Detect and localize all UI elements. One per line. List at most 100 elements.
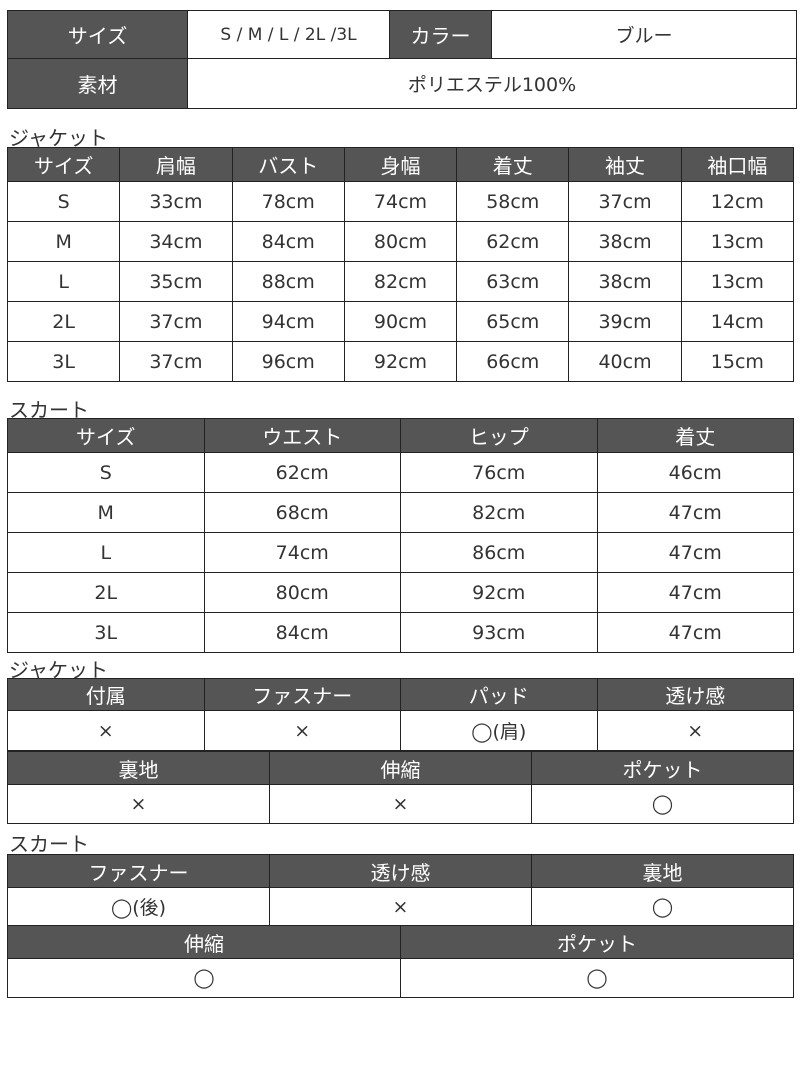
- table-cell: 80cm: [203, 572, 401, 613]
- table-cell: 14cm: [680, 301, 795, 342]
- skirt-features-table-1: ファスナー 透け感 裏地 ◯(後) × ◯: [7, 854, 794, 926]
- table-cell: 93cm: [400, 612, 598, 653]
- skirt-features-table-2: 伸縮 ポケット ◯ ◯: [7, 925, 794, 998]
- table-cell: ◯: [7, 958, 401, 998]
- table-row: S 62cm 76cm 46cm: [7, 452, 794, 493]
- table-cell: 46cm: [596, 452, 794, 493]
- column-header: ファスナー: [203, 678, 401, 711]
- table-cell: 78cm: [231, 181, 345, 222]
- header-row: ファスナー 透け感 裏地: [7, 854, 794, 888]
- table-row: × × ◯: [7, 784, 794, 824]
- table-cell: 74cm: [343, 181, 458, 222]
- table-cell: 62cm: [203, 452, 401, 493]
- table-cell: 3L: [6, 341, 121, 382]
- column-header: 裏地: [7, 751, 270, 785]
- size-label: サイズ: [7, 10, 188, 59]
- jacket-features-table-2: 裏地 伸縮 ポケット × × ◯: [7, 751, 794, 824]
- table-cell: L: [6, 261, 121, 302]
- table-cell: ×: [596, 710, 794, 751]
- column-header: 身幅: [343, 147, 458, 182]
- table-row: M 68cm 82cm 47cm: [7, 492, 794, 533]
- table-cell: 74cm: [203, 532, 401, 573]
- table-cell: ×: [7, 710, 205, 751]
- table-cell: M: [7, 492, 205, 533]
- table-cell: ×: [203, 710, 401, 751]
- table-cell: S: [7, 452, 205, 493]
- size-value: S / M / L / 2L /3L: [187, 10, 390, 59]
- header-row: サイズ 肩幅 バスト 身幅 着丈 袖丈 袖口幅: [6, 147, 795, 182]
- table-cell: ◯: [400, 958, 794, 998]
- table-row: L 74cm 86cm 47cm: [7, 532, 794, 573]
- table-cell: 33cm: [119, 181, 233, 222]
- table-cell: 15cm: [680, 341, 795, 382]
- jacket-size-title: ジャケット: [9, 126, 108, 150]
- column-header: ファスナー: [7, 854, 270, 888]
- table-cell: M: [6, 221, 121, 262]
- table-cell: ◯(肩): [400, 710, 598, 751]
- table-cell: 82cm: [343, 261, 458, 302]
- table-cell: 13cm: [680, 261, 795, 302]
- material-label: 素材: [7, 58, 188, 109]
- table-cell: ×: [269, 887, 532, 926]
- table-cell: 34cm: [119, 221, 233, 262]
- table-cell: 66cm: [456, 341, 570, 382]
- column-header: 裏地: [531, 854, 794, 888]
- table-row: 3L 37cm 96cm 92cm 66cm 40cm 15cm: [6, 341, 795, 382]
- column-header: パッド: [400, 678, 598, 711]
- table-cell: 88cm: [231, 261, 345, 302]
- jacket-size-table: サイズ 肩幅 バスト 身幅 着丈 袖丈 袖口幅 S 33cm 78cm 74cm 58cm 37cm 12…: [6, 147, 795, 382]
- table-cell: 90cm: [343, 301, 458, 342]
- table-row: ◯(後) × ◯: [7, 887, 794, 926]
- table-cell: 86cm: [400, 532, 598, 573]
- table-row: M 34cm 84cm 80cm 62cm 38cm 13cm: [6, 221, 795, 262]
- table-cell: ◯(後): [7, 887, 270, 926]
- table-cell: 2L: [6, 301, 121, 342]
- column-header: 袖口幅: [680, 147, 795, 182]
- column-header: 伸縮: [7, 925, 401, 959]
- column-header: ポケット: [400, 925, 794, 959]
- column-header: 透け感: [596, 678, 794, 711]
- table-cell: 92cm: [343, 341, 458, 382]
- column-header: 透け感: [269, 854, 532, 888]
- table-cell: 76cm: [400, 452, 598, 493]
- table-row: 3L 84cm 93cm 47cm: [7, 612, 794, 653]
- column-header: ヒップ: [400, 418, 598, 453]
- table-cell: 62cm: [456, 221, 570, 262]
- header-row: 付属 ファスナー パッド 透け感: [7, 678, 794, 711]
- table-cell: 2L: [7, 572, 205, 613]
- header-row: 裏地 伸縮 ポケット: [7, 751, 794, 785]
- table-cell: 68cm: [203, 492, 401, 533]
- overview-table: サイズ S / M / L / 2L /3L カラー ブルー 素材 ポリエステル…: [7, 10, 797, 109]
- table-cell: 37cm: [119, 341, 233, 382]
- column-header: 着丈: [596, 418, 794, 453]
- column-header: 着丈: [456, 147, 570, 182]
- table-cell: 58cm: [456, 181, 570, 222]
- table-cell: 37cm: [568, 181, 682, 222]
- column-header: バスト: [231, 147, 345, 182]
- table-cell: ◯: [531, 784, 794, 824]
- column-header: 袖丈: [568, 147, 682, 182]
- table-cell: 92cm: [400, 572, 598, 613]
- table-cell: 38cm: [568, 261, 682, 302]
- table-row: 2L 80cm 92cm 47cm: [7, 572, 794, 613]
- material-value: ポリエステル100%: [187, 58, 797, 109]
- column-header: 付属: [7, 678, 205, 711]
- table-row: × × ◯(肩) ×: [7, 710, 794, 751]
- table-row: L 35cm 88cm 82cm 63cm 38cm 13cm: [6, 261, 795, 302]
- table-cell: 47cm: [596, 612, 794, 653]
- skirt-size-table: サイズ ウエスト ヒップ 着丈 S 62cm 76cm 46cm M 68cm 82cm 47cm L 7…: [7, 418, 794, 653]
- table-row: S 33cm 78cm 74cm 58cm 37cm 12cm: [6, 181, 795, 222]
- header-row: 伸縮 ポケット: [7, 925, 794, 959]
- table-cell: 80cm: [343, 221, 458, 262]
- column-header: 伸縮: [269, 751, 532, 785]
- color-value: ブルー: [491, 10, 797, 59]
- column-header: ウエスト: [203, 418, 401, 453]
- table-row: ◯ ◯: [7, 958, 794, 998]
- table-cell: 12cm: [680, 181, 795, 222]
- table-cell: 94cm: [231, 301, 345, 342]
- column-header: サイズ: [6, 147, 121, 182]
- table-cell: L: [7, 532, 205, 573]
- table-cell: 82cm: [400, 492, 598, 533]
- table-cell: 40cm: [568, 341, 682, 382]
- table-cell: 84cm: [231, 221, 345, 262]
